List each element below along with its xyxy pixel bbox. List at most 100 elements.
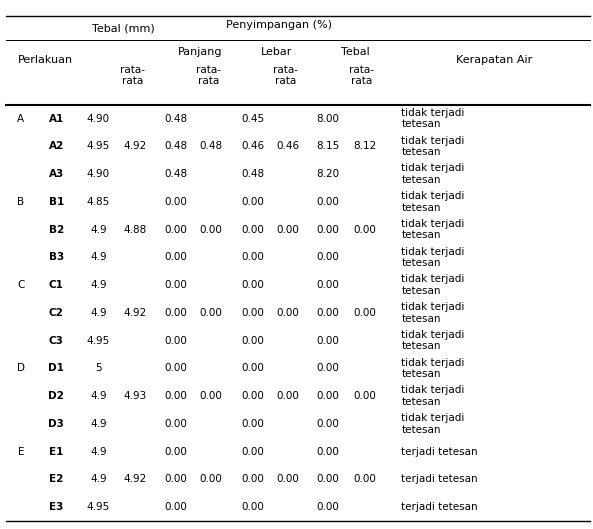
Text: C3: C3 [49,336,64,345]
Text: 4.9: 4.9 [90,419,107,429]
Text: rata-
rata: rata- rata [196,65,221,86]
Text: 4.9: 4.9 [90,252,107,262]
Text: 0.00: 0.00 [277,475,299,485]
Text: 0.00: 0.00 [164,475,187,485]
Text: tidak terjadi
tetesan: tidak terjadi tetesan [401,247,465,268]
Text: C1: C1 [49,280,64,290]
Text: 0.00: 0.00 [164,308,187,318]
Text: 4.85: 4.85 [87,197,110,207]
Text: 0.00: 0.00 [241,475,264,485]
Text: D1: D1 [49,363,64,373]
Text: 0.00: 0.00 [164,280,187,290]
Text: 4.9: 4.9 [90,391,107,401]
Text: tidak terjadi
tetesan: tidak terjadi tetesan [401,275,465,296]
Text: 8.12: 8.12 [353,141,377,151]
Text: 4.95: 4.95 [87,141,110,151]
Text: A2: A2 [49,141,64,151]
Text: tidak terjadi
tetesan: tidak terjadi tetesan [401,163,465,185]
Text: 0.00: 0.00 [241,280,264,290]
Text: 0.46: 0.46 [241,141,264,151]
Text: 4.93: 4.93 [123,391,147,401]
Text: rata-
rata: rata- rata [120,65,145,86]
Text: 0.00: 0.00 [164,391,187,401]
Text: 4.90: 4.90 [87,169,110,179]
Text: 4.92: 4.92 [123,475,147,485]
Text: 0.00: 0.00 [241,419,264,429]
Text: 0.00: 0.00 [317,336,339,345]
Text: E3: E3 [49,502,63,512]
Text: 0.00: 0.00 [241,336,264,345]
Text: tidak terjadi
tetesan: tidak terjadi tetesan [401,219,465,241]
Text: 0.45: 0.45 [241,114,264,124]
Text: C: C [17,280,24,290]
Text: tidak terjadi
tetesan: tidak terjadi tetesan [401,385,465,407]
Text: 0.00: 0.00 [241,252,264,262]
Text: 0.48: 0.48 [200,141,222,151]
Text: 0.00: 0.00 [200,308,222,318]
Text: 0.00: 0.00 [164,363,187,373]
Text: tidak terjadi
tetesan: tidak terjadi tetesan [401,330,465,351]
Text: 0.00: 0.00 [164,502,187,512]
Text: Kerapatan Air: Kerapatan Air [456,56,533,65]
Text: 0.00: 0.00 [317,308,339,318]
Text: 4.95: 4.95 [87,336,110,345]
Text: A: A [17,114,24,124]
Text: 0.00: 0.00 [317,502,339,512]
Text: 0.46: 0.46 [277,141,299,151]
Text: 0.00: 0.00 [353,475,376,485]
Text: 0.00: 0.00 [241,308,264,318]
Text: 4.9: 4.9 [90,225,107,235]
Text: 0.00: 0.00 [353,225,376,235]
Text: Tebal: Tebal [340,47,369,57]
Text: 0.48: 0.48 [241,169,264,179]
Text: 0.00: 0.00 [317,225,339,235]
Text: 0.00: 0.00 [277,391,299,401]
Text: D2: D2 [49,391,64,401]
Text: rata-
rata: rata- rata [273,65,298,86]
Text: 0.00: 0.00 [164,225,187,235]
Text: 0.00: 0.00 [317,391,339,401]
Text: 0.00: 0.00 [317,280,339,290]
Text: rata-
rata: rata- rata [349,65,374,86]
Text: 0.00: 0.00 [241,197,264,207]
Text: 0.00: 0.00 [317,419,339,429]
Text: 0.00: 0.00 [317,446,339,457]
Text: tidak terjadi
tetesan: tidak terjadi tetesan [401,191,465,213]
Text: 4.9: 4.9 [90,446,107,457]
Text: E1: E1 [49,446,63,457]
Text: 8.00: 8.00 [317,114,339,124]
Text: 0.00: 0.00 [353,391,376,401]
Text: B: B [17,197,24,207]
Text: terjadi tetesan: terjadi tetesan [401,502,478,512]
Text: tidak terjadi
tetesan: tidak terjadi tetesan [401,358,465,379]
Text: 0.00: 0.00 [317,475,339,485]
Text: 0.00: 0.00 [164,336,187,345]
Text: 0.00: 0.00 [241,446,264,457]
Text: C2: C2 [49,308,64,318]
Text: D: D [17,363,25,373]
Text: 5: 5 [95,363,102,373]
Text: Perlakuan: Perlakuan [18,56,73,65]
Text: 0.00: 0.00 [277,225,299,235]
Text: 0.48: 0.48 [164,169,187,179]
Text: Tebal (mm): Tebal (mm) [92,24,155,33]
Text: D3: D3 [49,419,64,429]
Text: 0.00: 0.00 [241,363,264,373]
Text: 8.15: 8.15 [316,141,340,151]
Text: 0.00: 0.00 [317,363,339,373]
Text: 0.00: 0.00 [164,446,187,457]
Text: 0.00: 0.00 [164,252,187,262]
Text: tidak terjadi
tetesan: tidak terjadi tetesan [401,413,465,435]
Text: 0.48: 0.48 [164,114,187,124]
Text: 0.00: 0.00 [241,391,264,401]
Text: 0.00: 0.00 [277,308,299,318]
Text: 0.00: 0.00 [241,502,264,512]
Text: B2: B2 [49,225,64,235]
Text: 0.48: 0.48 [164,141,187,151]
Text: terjadi tetesan: terjadi tetesan [401,475,478,485]
Text: 0.00: 0.00 [317,197,339,207]
Text: tidak terjadi
tetesan: tidak terjadi tetesan [401,108,465,130]
Text: 4.95: 4.95 [87,502,110,512]
Text: 4.92: 4.92 [123,308,147,318]
Text: tidak terjadi
tetesan: tidak terjadi tetesan [401,135,465,157]
